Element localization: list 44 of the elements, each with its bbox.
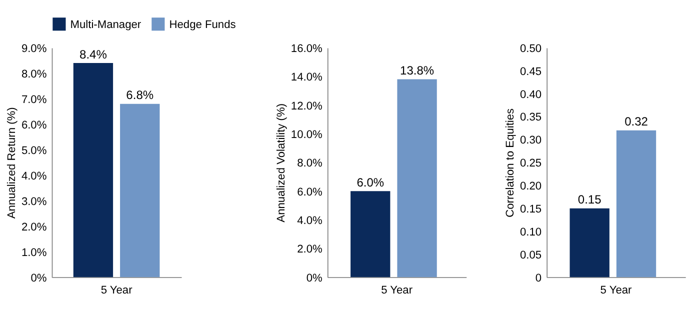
y-tick-label: 0.50 bbox=[520, 42, 542, 55]
y-tick-label: 6.0% bbox=[21, 119, 47, 132]
legend-label: Hedge Funds bbox=[169, 18, 236, 31]
data-label: 6.0% bbox=[356, 175, 384, 190]
data-label: 13.8% bbox=[400, 64, 434, 78]
y-tick-label: 12.0% bbox=[290, 100, 322, 112]
y-tick-label: 2.0% bbox=[297, 244, 322, 256]
y-tick-label: 0.20 bbox=[520, 180, 542, 193]
y-tick-label: 3.0% bbox=[21, 196, 47, 208]
data-label: 0.32 bbox=[624, 114, 648, 129]
y-tick-label: 1.0% bbox=[21, 246, 47, 259]
y-tick-label: 0.30 bbox=[520, 134, 542, 147]
y-tick-label: 0.45 bbox=[520, 66, 542, 78]
y-tick-label: 0 bbox=[535, 272, 542, 284]
y-tick-label: 0.10 bbox=[520, 226, 542, 238]
y-axis-title: Annualized Volatility (%) bbox=[275, 103, 288, 222]
y-tick-label: 0% bbox=[306, 272, 322, 284]
y-tick-label: 16.0% bbox=[290, 42, 322, 55]
data-label: 8.4% bbox=[80, 47, 108, 62]
y-tick-label: 4.0% bbox=[21, 170, 47, 182]
y-tick-label: 6.0% bbox=[297, 186, 322, 198]
y-tick-label: 0.35 bbox=[520, 112, 542, 124]
x-tick-label: 5 Year bbox=[100, 284, 133, 296]
y-tick-label: 0.05 bbox=[520, 249, 542, 262]
y-tick-label: 0% bbox=[30, 272, 47, 284]
y-tick-label: 0.40 bbox=[520, 88, 542, 101]
data-label: 0.15 bbox=[578, 192, 602, 207]
y-axis-title: Correlation to Equities bbox=[504, 108, 516, 218]
y-tick-label: 7.0% bbox=[21, 94, 47, 106]
y-axis-title: Annualized Return (%) bbox=[6, 107, 18, 219]
y-tick-label: 10.0% bbox=[290, 128, 322, 141]
y-tick-label: 8.0% bbox=[21, 68, 47, 80]
y-tick-label: 14.0% bbox=[290, 72, 322, 84]
y-tick-label: 5.0% bbox=[21, 144, 47, 157]
x-tick-label: 5 Year bbox=[600, 284, 632, 296]
y-tick-label: 4.0% bbox=[297, 214, 322, 227]
y-tick-label: 9.0% bbox=[21, 42, 47, 55]
y-tick-label: 8.0% bbox=[297, 158, 322, 170]
x-tick-label: 5 Year bbox=[381, 284, 413, 296]
y-tick-label: 2.0% bbox=[21, 221, 47, 234]
y-tick-label: 0.15 bbox=[520, 203, 542, 216]
legend-label: Multi-Manager bbox=[70, 18, 142, 31]
y-tick-label: 0.25 bbox=[520, 158, 542, 170]
data-label: 6.8% bbox=[126, 88, 154, 102]
